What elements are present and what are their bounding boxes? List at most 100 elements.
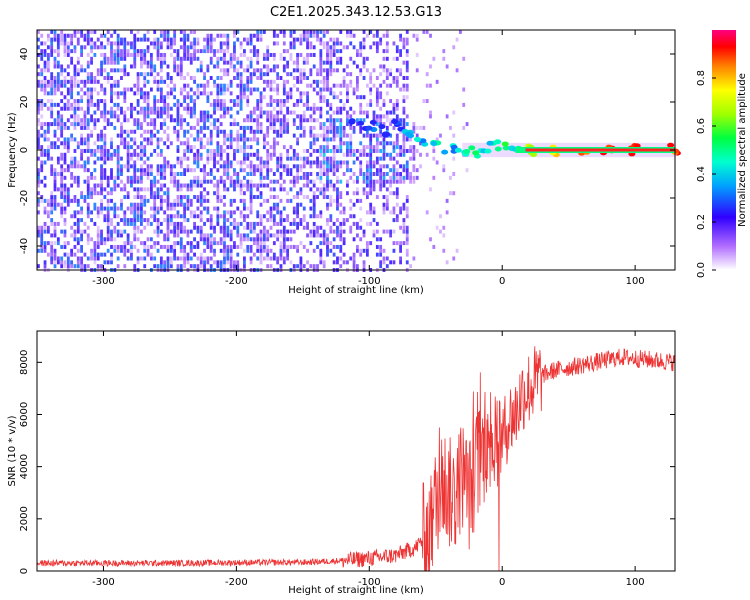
spectrogram-cell — [302, 129, 306, 134]
spectrogram-cell — [332, 152, 336, 157]
spectrogram-cell — [262, 160, 266, 165]
spectrogram-cell — [223, 87, 226, 92]
spectrogram-cell — [339, 179, 343, 184]
spectrogram-cell — [365, 191, 369, 196]
spectrogram-cell — [96, 233, 100, 238]
spectrogram-cell — [70, 37, 74, 42]
spectrogram-cell — [359, 252, 363, 257]
spectrogram-cell — [133, 195, 137, 200]
spectrogram-cell — [375, 49, 379, 54]
spectrogram-cell — [312, 206, 316, 211]
spectrogram-cell — [332, 229, 336, 234]
spectrogram-cell — [90, 56, 93, 61]
spectrogram-cell — [412, 152, 416, 157]
spectrogram-cell — [292, 118, 296, 123]
spectrogram-cell — [90, 210, 93, 215]
spectrogram-cell — [46, 148, 50, 153]
spectrogram-cell — [272, 33, 276, 38]
spectrogram-cell — [239, 52, 243, 57]
spectrogram-cell — [60, 29, 64, 34]
spectrogram-cell — [116, 91, 120, 96]
spectrogram-cell — [156, 52, 160, 57]
spectrogram-cell — [110, 114, 113, 119]
spectrogram-cell — [146, 91, 150, 96]
spectrogram-cell — [159, 172, 163, 176]
spectrogram-cell — [432, 156, 436, 161]
spectrogram-cell — [292, 179, 296, 184]
spectrogram-cell — [243, 125, 246, 130]
spectrogram-cell — [223, 214, 226, 219]
spectrogram-cell — [130, 64, 133, 69]
spectrogram-cell — [209, 141, 213, 146]
spectrogram-cell — [219, 175, 223, 180]
spectrogram-cell — [233, 45, 236, 50]
spectrogram-cell — [329, 168, 333, 173]
spectrogram-cell — [252, 129, 256, 134]
spectrogram-cell — [359, 172, 363, 176]
spectrogram-cell — [163, 168, 167, 173]
spectrogram-cell — [389, 233, 393, 238]
spectrogram-cell — [256, 248, 260, 253]
spectrogram-cell — [63, 252, 67, 257]
spectrogram-cell — [123, 244, 127, 249]
spectrogram-cell — [53, 233, 57, 238]
spectrogram-cell — [309, 152, 313, 157]
spectrogram-cell — [246, 179, 250, 184]
spectrogram-cell — [206, 118, 210, 123]
spectrogram-cell — [126, 145, 130, 150]
spectrogram-cell — [209, 60, 213, 65]
spectrogram-cell — [326, 49, 329, 54]
spectrogram-cell — [136, 225, 140, 230]
spectrogram-cell — [183, 95, 187, 100]
spectrogram-cell — [106, 56, 110, 61]
spectrogram-cell — [272, 148, 276, 153]
spectrogram-cell — [359, 160, 363, 165]
spectrogram-cell — [322, 241, 326, 246]
spectrogram-cell — [249, 183, 253, 188]
spectrogram-cell — [130, 221, 133, 226]
spectrogram-cell — [299, 68, 303, 73]
spectrogram-cell — [156, 106, 160, 111]
spectrogram-cell — [209, 152, 213, 157]
spectrogram-cell — [66, 164, 70, 169]
spectrogram-cell — [392, 191, 396, 196]
spectrogram-cell — [206, 172, 210, 176]
spectrogram-cell — [56, 60, 60, 65]
spectrogram-cell — [326, 164, 329, 169]
spectrogram-cell — [183, 106, 187, 111]
spectrogram-cell — [296, 156, 299, 161]
spectrogram-cell — [37, 110, 40, 115]
spectrogram-cell — [140, 218, 143, 223]
spectrogram-cell — [279, 256, 283, 261]
spectrogram-cell — [243, 264, 246, 269]
spectrogram-cell — [362, 229, 366, 234]
spectrogram-cell — [76, 210, 80, 215]
spectrogram-cell — [322, 60, 326, 65]
spectrogram-cell — [133, 45, 137, 50]
spectrogram-cell — [372, 183, 376, 188]
spectrogram-cell — [126, 237, 130, 242]
spectrogram-cell — [73, 175, 77, 180]
spectrogram-cell — [100, 164, 103, 169]
spectrogram-cell — [183, 260, 187, 265]
spectrogram-cell — [116, 148, 120, 153]
spectrogram-cell — [83, 179, 87, 184]
spectrogram-cell — [216, 125, 220, 130]
spectrogram-cell — [309, 106, 313, 111]
spectrogram-cell — [153, 102, 157, 107]
spectrogram-cell — [452, 156, 456, 161]
spectrogram-cell — [339, 122, 343, 127]
spectrogram-cell — [100, 33, 103, 38]
spectrogram-cell — [120, 49, 123, 54]
spectrogram-cell — [216, 221, 220, 226]
spectrogram-cell — [60, 106, 64, 111]
spectrogram-cell — [70, 87, 74, 92]
spectrogram-cell — [379, 129, 383, 134]
spectrogram-cell — [329, 183, 333, 188]
spectrogram-cell — [209, 114, 213, 119]
spectrogram-cell — [266, 141, 270, 146]
spectrogram-cell — [382, 145, 386, 150]
spectrogram-cell — [43, 60, 47, 65]
spectrogram-cell — [306, 248, 309, 253]
spectrogram-cell — [203, 179, 206, 184]
